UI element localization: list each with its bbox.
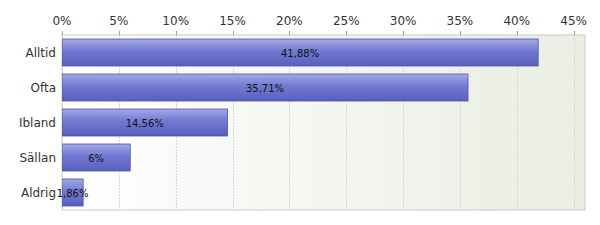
tick-label: 5% [109, 14, 128, 28]
tick-mark [289, 31, 290, 35]
category-label: Alltid [25, 46, 56, 60]
tick-mark [517, 31, 518, 35]
data-label: 14,56% [126, 118, 164, 129]
category-label: Sällan [19, 151, 56, 165]
category-label: Aldrig [21, 186, 56, 200]
category-label: Ibland [19, 116, 56, 130]
labels: Alltid 41,88% Ofta 35,71% Ibland 14,56% Sällan… [19, 46, 319, 200]
chart: 0% 5% 10% 15% 20% 25% 30% 35% 40% 45% Alltid 41,88%… [0, 0, 600, 225]
tick-mark [574, 31, 575, 35]
tick-label: 30% [390, 14, 417, 28]
category-label: Ofta [30, 81, 56, 95]
data-label: 41,88% [281, 48, 319, 59]
plot-area [62, 35, 585, 210]
tick-mark [62, 31, 63, 35]
data-label: 35,71% [246, 83, 284, 94]
tick-label: 40% [503, 14, 530, 28]
bar [62, 109, 228, 136]
tick-label: 10% [162, 14, 189, 28]
bar [62, 39, 538, 66]
tick-label: 35% [447, 14, 474, 28]
tick-label: 25% [333, 14, 360, 28]
bar [62, 74, 468, 101]
tick-mark [346, 31, 347, 35]
tick-mark [460, 31, 461, 35]
tick-mark [403, 31, 404, 35]
tick-mark [119, 31, 120, 35]
tick-label: 45% [560, 14, 587, 28]
tick-label: 0% [52, 14, 71, 28]
data-label: 6% [88, 153, 104, 164]
bar [62, 144, 130, 171]
chart-container: 0% 5% 10% 15% 20% 25% 30% 35% 40% 45% Alltid 41,88%… [0, 0, 600, 225]
data-label: 1,86% [57, 188, 89, 199]
tick-mark [233, 31, 234, 35]
bars [62, 39, 538, 206]
tick-label: 20% [276, 14, 303, 28]
tick-mark [176, 31, 177, 35]
grid-line [574, 35, 575, 210]
tick-label: 15% [219, 14, 246, 28]
